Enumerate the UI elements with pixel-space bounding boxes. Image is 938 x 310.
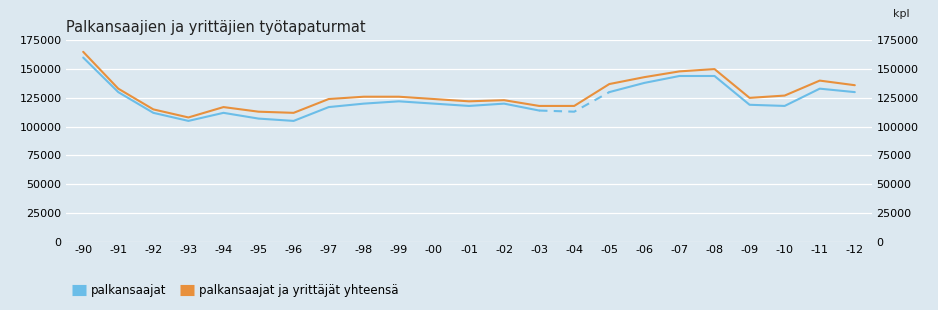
Legend: palkansaajat, palkansaajat ja yrittäjät yhteensä: palkansaajat, palkansaajat ja yrittäjät … — [71, 284, 399, 297]
Text: Palkansaajien ja yrittäjien työtapaturmat: Palkansaajien ja yrittäjien työtapaturma… — [66, 20, 365, 35]
Text: kpl: kpl — [893, 9, 910, 19]
